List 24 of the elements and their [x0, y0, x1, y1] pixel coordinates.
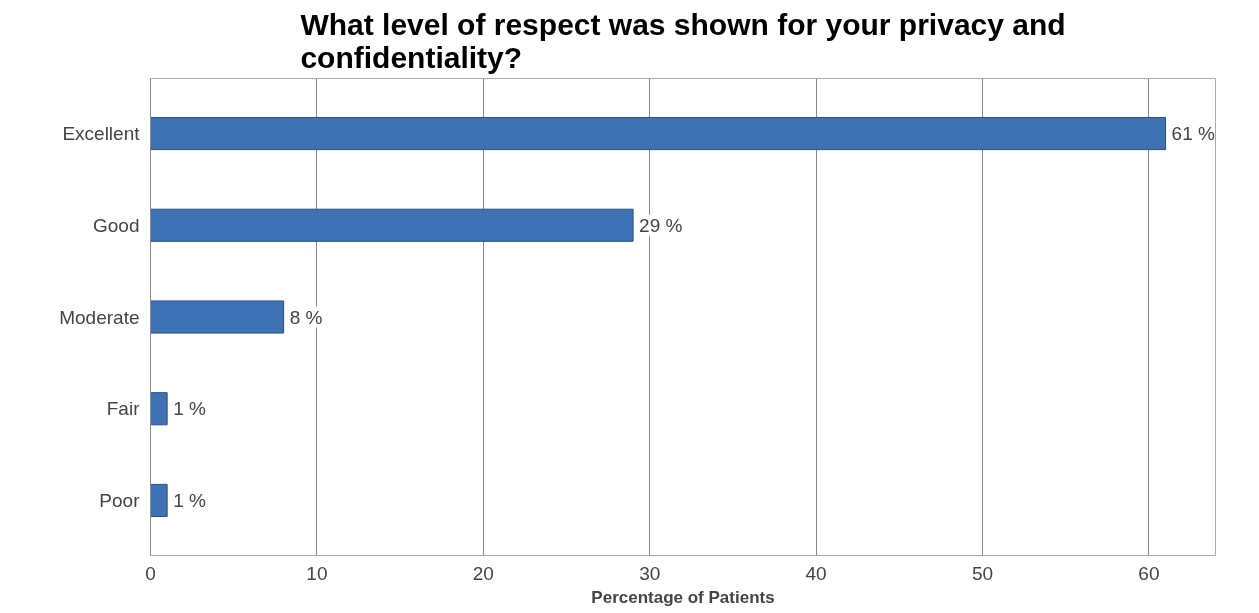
x-tick-label: 30 — [639, 562, 661, 584]
x-tick-label: 10 — [306, 562, 328, 584]
bar — [150, 208, 634, 242]
y-tick-label: Good — [93, 214, 140, 236]
y-tick-label: Fair — [106, 398, 141, 420]
data-label: 1 % — [173, 398, 206, 420]
bar — [150, 483, 168, 518]
y-tick-label: Excellent — [62, 123, 141, 145]
data-label: 8 % — [289, 306, 323, 328]
x-axis-title: Percentage of Patients — [591, 587, 775, 607]
chart-title: What level of respect was shown for your privacy and confidentiality? — [300, 7, 1066, 74]
x-tick-label: 40 — [805, 562, 827, 584]
y-tick-label: Poor — [99, 489, 141, 511]
data-label: 61 % — [1171, 123, 1215, 145]
x-tick-label: 50 — [971, 562, 994, 584]
bar — [150, 392, 168, 426]
x-tick-label: 60 — [1138, 562, 1160, 584]
y-tick-label: Moderate — [59, 306, 140, 328]
bar — [150, 300, 285, 334]
x-tick-label: 0 — [145, 562, 156, 584]
data-label: 29 % — [639, 214, 683, 236]
bar — [150, 116, 1167, 151]
x-tick-label: 20 — [472, 562, 494, 584]
data-label: 1 % — [173, 489, 206, 511]
